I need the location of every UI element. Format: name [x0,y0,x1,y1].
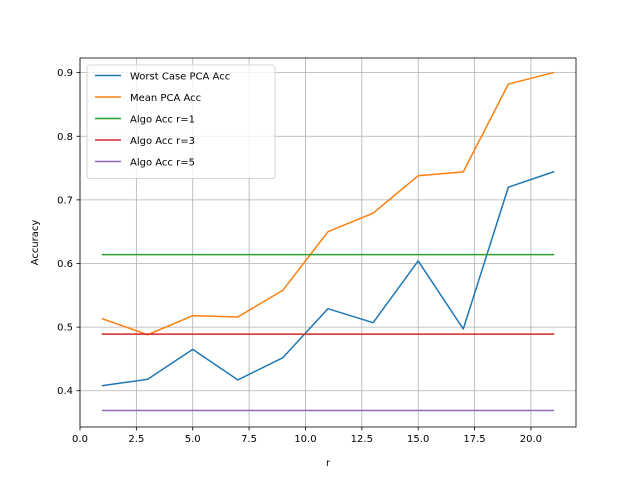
x-axis-ticks: 0.0 2.5 5.0 7.5 10.0 12.5 15.0 17.5 20.0 [72,427,542,445]
series-line-1 [101,170,555,387]
grid [79,58,576,427]
y-tick-label: 0.8 [57,132,73,143]
x-axis-label: r [326,458,331,469]
legend-label: Mean PCA Acc [130,93,201,104]
legend-box [86,64,276,179]
y-tick-label: 0.7 [57,195,73,206]
legend: Worst Case PCA Acc Mean PCA Acc Algo Acc r… [86,64,276,179]
legend-label: Worst Case PCA Acc [130,72,230,83]
x-tick-label: 5.0 [185,434,201,445]
x-tick-label: 12.5 [351,434,373,445]
y-tick-label: 0.4 [57,386,73,397]
y-tick-label: 0.5 [57,323,73,334]
x-tick-label: 2.5 [128,434,144,445]
x-tick-label: 10.0 [294,434,316,445]
x-tick-label: 7.5 [241,434,257,445]
x-tick-label: 15.0 [407,434,429,445]
series-layer [101,71,555,412]
legend-label: Algo Acc r=5 [130,158,195,169]
legend-label: Algo Acc r=3 [130,136,195,147]
y-axis-ticks: 0.4 0.5 0.6 0.7 0.8 0.9 [57,68,80,397]
y-tick-label: 0.9 [57,68,73,79]
x-tick-label: 0.0 [72,434,88,445]
y-axis-label: Accuracy [30,220,41,266]
y-tick-label: 0.6 [57,259,73,270]
series-line-2 [101,71,555,336]
plot-frame [79,57,577,428]
x-tick-label: 20.0 [520,434,542,445]
x-tick-label: 17.5 [463,434,485,445]
legend-label: Algo Acc r=1 [130,115,195,126]
